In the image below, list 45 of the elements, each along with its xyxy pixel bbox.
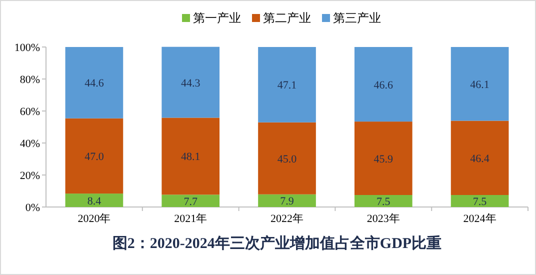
x-tick-label: 2020年	[78, 213, 111, 225]
data-label: 46.1	[470, 78, 490, 91]
bar	[258, 47, 316, 122]
data-label: 7.5	[376, 196, 391, 208]
bar	[354, 195, 412, 207]
data-label: 47.1	[277, 80, 297, 92]
legend-label: 第二产业	[263, 11, 311, 25]
data-label: 47.0	[84, 150, 104, 163]
bar	[65, 118, 124, 194]
data-label: 45.9	[374, 153, 394, 166]
bar	[354, 47, 412, 122]
bar	[258, 194, 316, 207]
bar	[162, 118, 220, 195]
x-tick-label: 2021年	[174, 213, 208, 225]
data-label: 45.0	[277, 153, 298, 166]
data-label: 7.5	[472, 196, 488, 208]
bar	[450, 47, 509, 121]
legend-label: 第一产业	[193, 11, 241, 25]
data-label: 7.7	[184, 196, 198, 208]
data-label: 8.4	[87, 195, 102, 208]
text: 图2：2020-2024年三次产业增加值占全市GDP比重	[112, 234, 442, 252]
y-tick-label: 60%	[20, 106, 40, 118]
data-label: 48.1	[180, 151, 200, 164]
bar	[450, 195, 509, 207]
x-tick-label: 2022年	[270, 213, 304, 225]
data-label: 44.3	[180, 77, 201, 90]
bar	[258, 122, 316, 194]
bar	[162, 194, 220, 207]
bar	[450, 120, 509, 195]
x-tick-label: 2023年	[366, 213, 400, 225]
bar	[354, 122, 412, 195]
bar	[65, 194, 124, 207]
bar	[65, 47, 124, 118]
y-tick-label: 40%	[20, 138, 40, 150]
data-label: 44.6	[84, 78, 104, 90]
y-tick-label: 100%	[14, 42, 40, 54]
x-tick-label: 2024年	[463, 213, 496, 225]
y-tick-label: 20%	[20, 170, 40, 182]
data-label: 46.6	[374, 79, 394, 92]
y-tick-label: 0%	[25, 202, 40, 214]
legend-label: 第三产业	[333, 11, 381, 25]
data-label: 7.9	[280, 196, 294, 208]
bar	[162, 46, 220, 118]
y-tick-label: 80%	[20, 74, 40, 86]
data-label: 46.4	[470, 152, 490, 165]
